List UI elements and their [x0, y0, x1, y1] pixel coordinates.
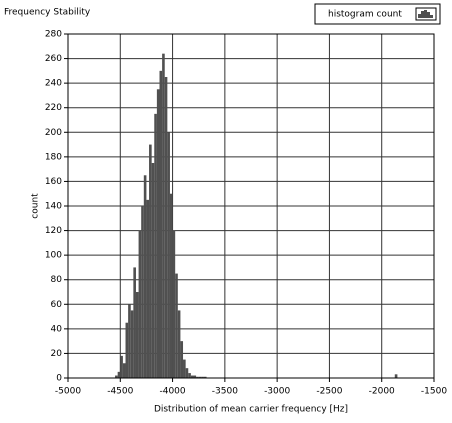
bar [196, 376, 199, 378]
bar [133, 267, 136, 378]
bar [180, 341, 184, 378]
y-tick-label: 80 [51, 275, 63, 285]
legend-icon [415, 7, 437, 21]
y-tick-label: 160 [45, 177, 62, 187]
bar [185, 368, 189, 378]
legend-label: histogram count [328, 10, 402, 20]
bar [162, 53, 165, 379]
y-tick-label: 100 [45, 251, 62, 261]
legend-box [314, 3, 441, 25]
bar [156, 89, 160, 379]
legend-swatch-bar [424, 10, 427, 18]
bar [151, 163, 155, 378]
bar [203, 376, 207, 378]
x-tick-label: -2500 [316, 387, 342, 397]
y-tick-label: 20 [51, 349, 63, 359]
y-tick-label: 140 [45, 202, 62, 212]
chart-title: Frequency Stability [4, 8, 91, 18]
y-tick-label: 240 [45, 79, 62, 89]
bar [172, 230, 176, 378]
bar [130, 310, 134, 378]
bar [138, 230, 142, 378]
y-axis-label: count [31, 193, 41, 219]
x-tick-label: -5000 [55, 387, 81, 397]
bar [125, 322, 129, 378]
bar [115, 375, 118, 378]
bar [120, 355, 123, 378]
bar [146, 199, 150, 378]
bar [198, 376, 202, 378]
bar [167, 132, 170, 378]
legend-swatch-bar [430, 15, 433, 18]
bar [183, 359, 186, 378]
bar [143, 175, 147, 378]
x-tick-label: -2000 [369, 387, 395, 397]
bar [188, 373, 191, 378]
y-tick-label: 200 [45, 128, 62, 138]
bar [190, 375, 194, 378]
x-axis-label: Distribution of mean carrier frequency [… [154, 405, 348, 415]
legend-swatch-bar [418, 14, 421, 18]
bar [117, 371, 121, 378]
plot-border [67, 33, 435, 379]
y-tick-label: 220 [45, 103, 62, 113]
y-tick-label: 60 [51, 300, 63, 310]
bar [122, 363, 126, 378]
y-tick-label: 120 [45, 226, 62, 236]
bar [164, 77, 168, 378]
y-tick-label: 260 [45, 54, 62, 64]
x-tick-label: -4000 [159, 387, 185, 397]
legend-swatch-bar [427, 12, 430, 18]
bar [177, 310, 181, 378]
y-tick-label: 280 [45, 30, 62, 40]
y-tick-label: 40 [51, 324, 63, 334]
bar [135, 292, 139, 378]
bar [128, 304, 131, 378]
bar [175, 273, 178, 378]
y-tick-label: 0 [56, 374, 62, 384]
x-tick-label: -1500 [421, 387, 447, 397]
bar [169, 193, 173, 378]
bar [159, 70, 163, 378]
bar [201, 376, 204, 378]
x-tick-label: -4500 [107, 387, 133, 397]
bar [149, 144, 152, 378]
y-tick-label: 180 [45, 152, 62, 162]
legend-swatch-bar [421, 11, 424, 18]
x-tick-label: -3500 [212, 387, 238, 397]
x-tick-label: -3000 [264, 387, 290, 397]
bar [154, 113, 157, 378]
bar [394, 374, 398, 378]
bar [141, 206, 144, 378]
bar [193, 375, 197, 378]
